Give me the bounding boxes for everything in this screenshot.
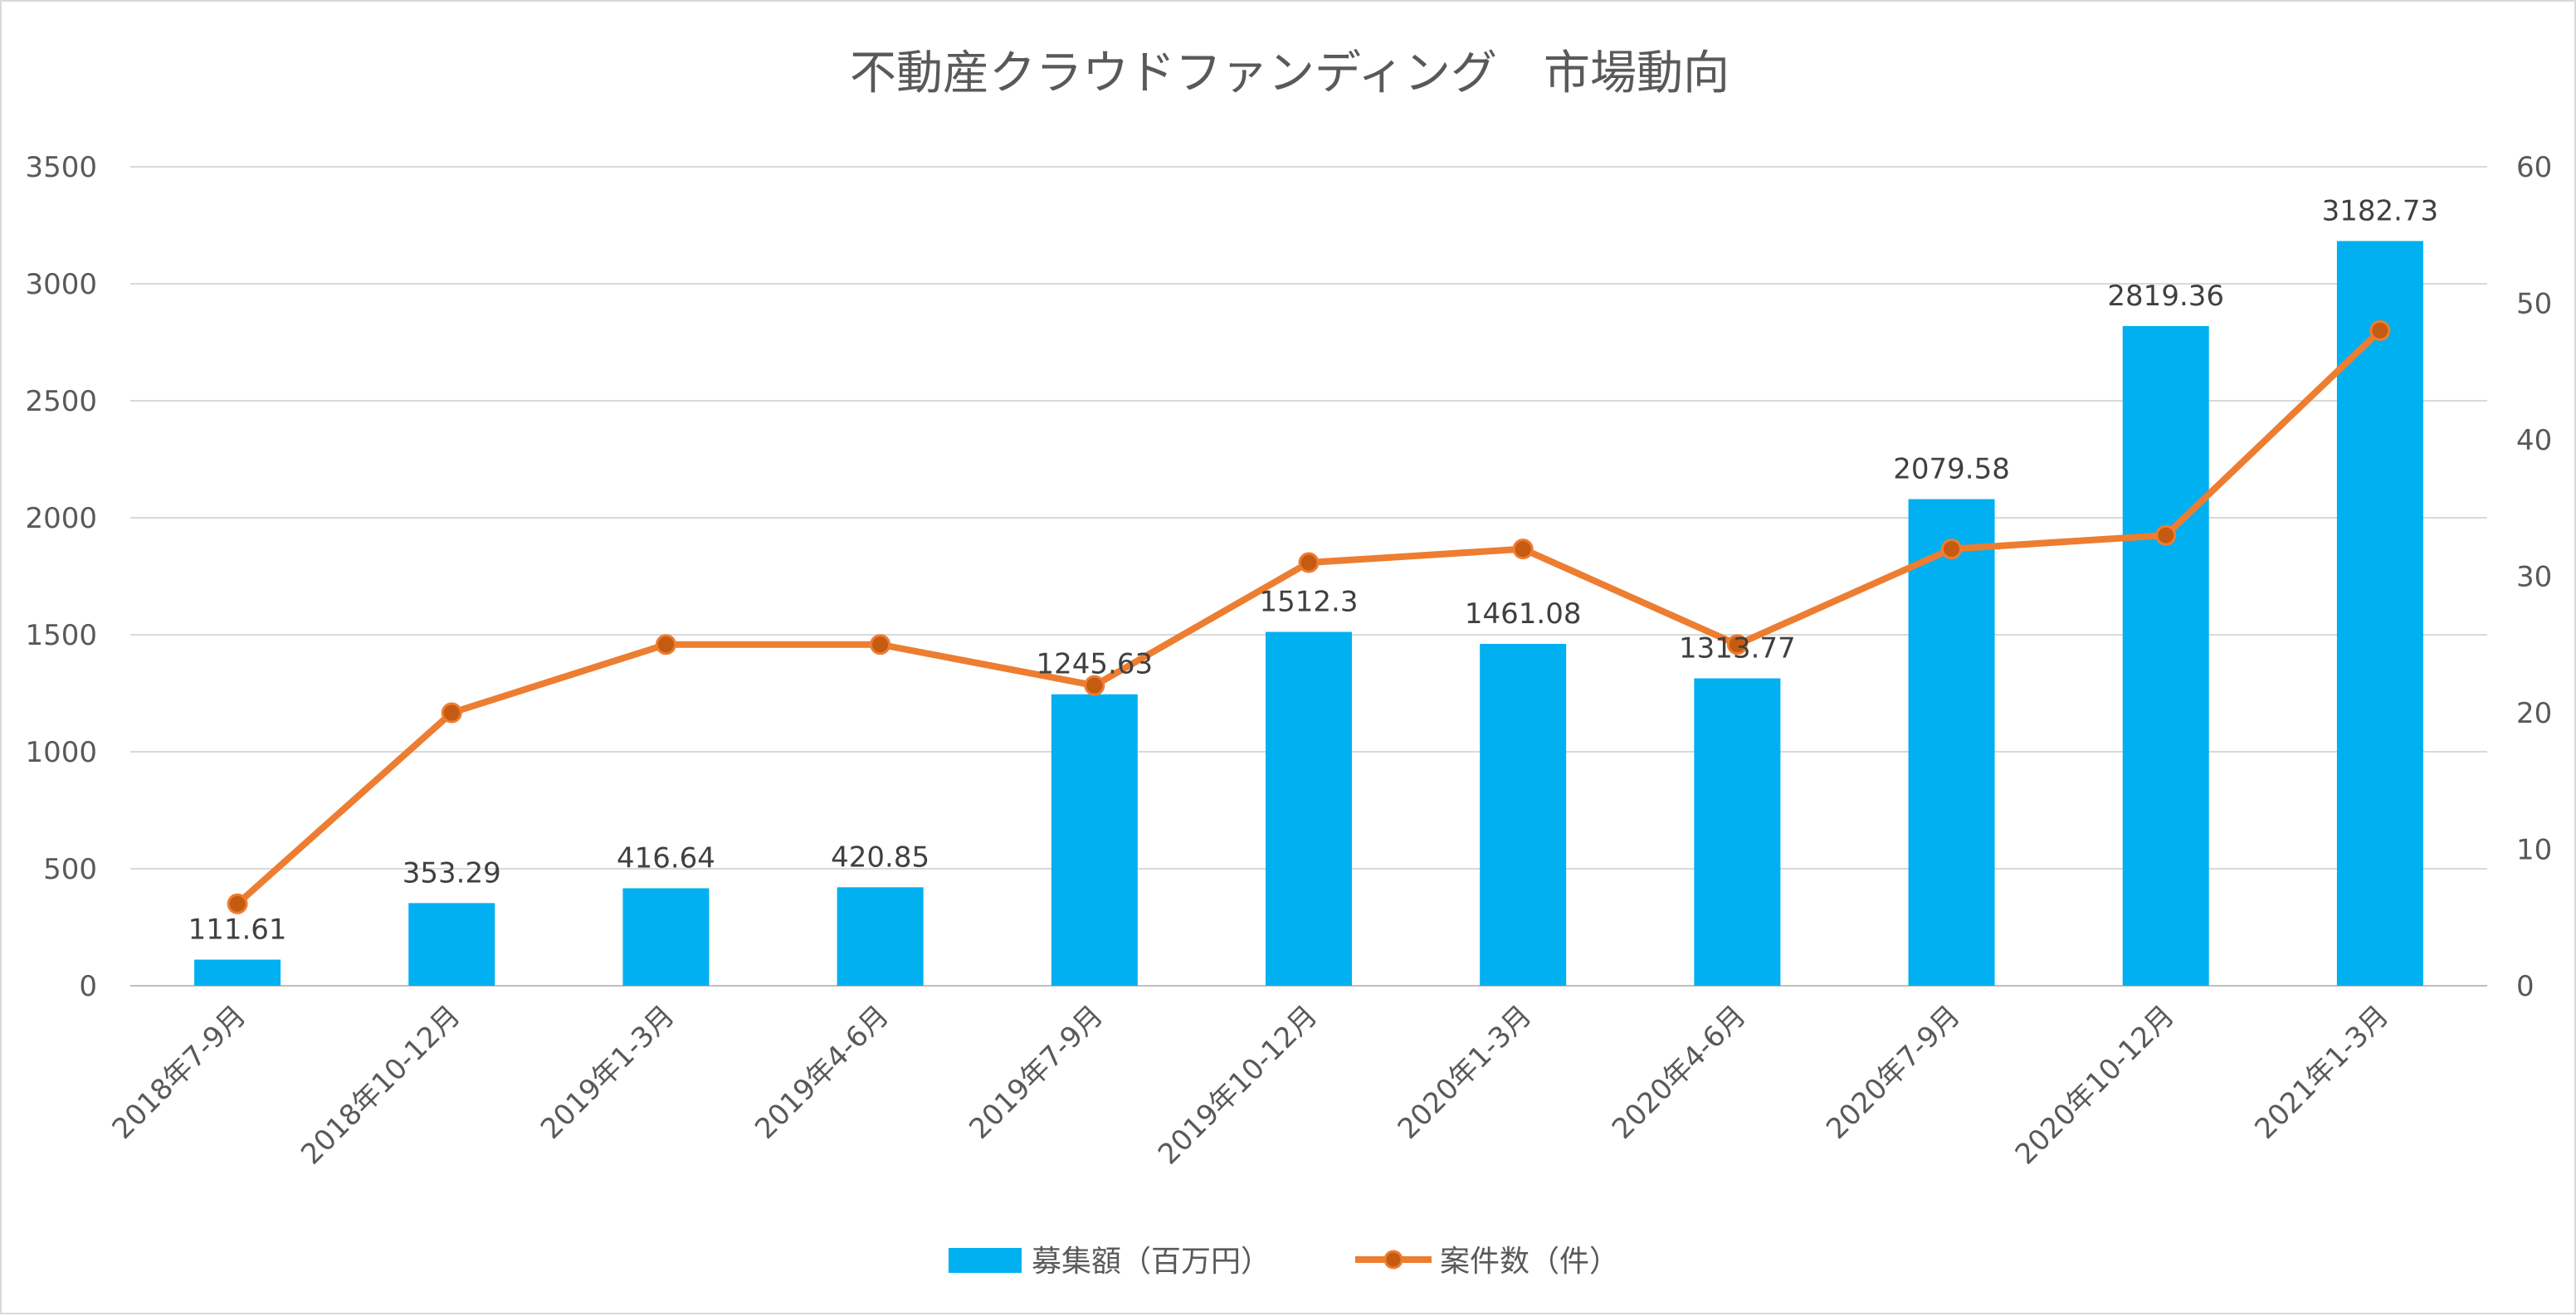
y-left-tick-label: 2000 xyxy=(25,502,97,535)
x-tick-label: 2018年7-9月 xyxy=(106,999,253,1146)
x-tick-label: 2019年7-9月 xyxy=(963,999,1110,1146)
bar xyxy=(408,903,495,986)
bar-data-label: 1461.08 xyxy=(1465,597,1582,631)
bar-data-label: 2819.36 xyxy=(2107,280,2224,313)
legend-label-line: 案件数（件） xyxy=(1440,1245,1619,1279)
bar-data-label: 420.85 xyxy=(831,841,929,874)
y-left-tick-label: 500 xyxy=(43,853,97,886)
x-tick-label: 2020年10-12月 xyxy=(2009,999,2181,1171)
chart-title: 不動産クラウドファンディング 市場動向 xyxy=(850,46,1730,100)
y-left-tick-label: 1000 xyxy=(25,736,97,769)
legend-label-bar: 募集額（百万円） xyxy=(1032,1245,1271,1279)
y-right-tick-label: 10 xyxy=(2516,834,2552,867)
legend-swatch-bar xyxy=(949,1248,1022,1273)
y-right-tick-label: 0 xyxy=(2516,970,2535,1003)
x-tick-label: 2019年4-6月 xyxy=(749,999,895,1146)
bar xyxy=(1908,499,1995,986)
y-left-tick-label: 0 xyxy=(79,970,97,1003)
line-marker xyxy=(441,702,462,724)
line-marker xyxy=(1298,552,1320,573)
bar-data-label: 3182.73 xyxy=(2322,194,2439,227)
bar xyxy=(1051,694,1138,986)
x-tick-label: 2020年4-6月 xyxy=(1606,999,1753,1146)
y-right-tick-label: 30 xyxy=(2516,561,2552,594)
line-marker xyxy=(1512,539,1534,560)
bar-data-label: 416.64 xyxy=(617,842,715,875)
line-marker xyxy=(655,634,676,656)
x-tick-label: 2020年7-9月 xyxy=(1820,999,1967,1146)
line-marker xyxy=(1941,539,1963,560)
bar xyxy=(2122,325,2209,986)
line-series xyxy=(227,319,2391,914)
legend-swatch-marker xyxy=(1383,1250,1403,1270)
bar-data-label: 1512.3 xyxy=(1260,586,1359,619)
line-marker xyxy=(2155,524,2177,546)
bar-data-label: 1245.63 xyxy=(1037,648,1154,681)
bar xyxy=(1694,678,1781,986)
x-tick-label: 2019年1-3月 xyxy=(534,999,681,1146)
y-right-tick-label: 40 xyxy=(2516,424,2552,457)
x-tick-label: 2019年10-12月 xyxy=(1152,999,1324,1171)
line-marker xyxy=(2369,319,2391,341)
y-right-tick-label: 60 xyxy=(2516,151,2552,184)
x-tick-label: 2018年10-12月 xyxy=(295,999,466,1171)
y-axis-right: 0 10 20 30 40 50 60 xyxy=(2516,151,2552,1003)
y-axis-left: 0 500 1000 1500 2000 2500 3000 3500 xyxy=(25,151,97,1003)
line-marker xyxy=(227,893,248,914)
bar xyxy=(1480,643,1567,986)
bar-data-labels: 111.61 353.29 416.64 420.85 1245.63 1512.3 146… xyxy=(188,194,2439,946)
bar xyxy=(1266,631,1352,986)
y-left-tick-label: 2500 xyxy=(25,385,97,418)
line-marker xyxy=(1084,675,1105,696)
legend: 募集額（百万円） 案件数（件） xyxy=(949,1245,1619,1279)
bar xyxy=(837,887,924,986)
line-marker xyxy=(870,634,891,656)
x-axis: 2018年7-9月 2018年10-12月 2019年1-3月 2019年4-6月 20… xyxy=(106,999,2396,1171)
y-right-tick-label: 50 xyxy=(2516,288,2552,321)
bar xyxy=(622,888,710,986)
y-left-tick-label: 1500 xyxy=(25,619,97,652)
x-tick-label: 2021年1-3月 xyxy=(2248,999,2395,1146)
line-marker xyxy=(1726,634,1748,656)
y-left-tick-label: 3000 xyxy=(25,268,97,301)
x-tick-label: 2020年1-3月 xyxy=(1392,999,1539,1146)
bar-data-label: 1313.77 xyxy=(1679,632,1796,665)
bar xyxy=(194,959,281,986)
y-left-tick-label: 3500 xyxy=(25,151,97,184)
bar xyxy=(2336,241,2423,986)
bar-data-label: 353.29 xyxy=(402,856,501,890)
bar-series xyxy=(194,241,2423,986)
bar-data-label: 111.61 xyxy=(188,914,287,947)
bar-data-label: 2079.58 xyxy=(1893,453,2010,486)
y-right-tick-label: 20 xyxy=(2516,697,2552,730)
